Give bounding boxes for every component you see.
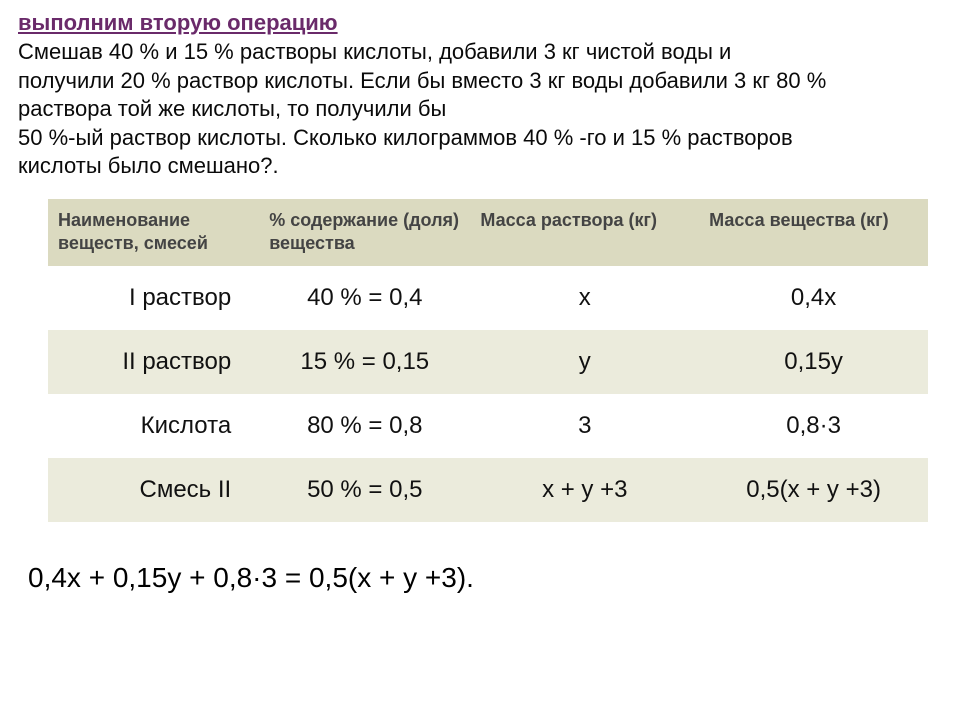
cell-percent: 50 % = 0,5 — [259, 458, 470, 522]
problem-text: Смешав 40 % и 15 % растворы кислоты, доб… — [18, 38, 942, 181]
problem-line: кислоты было смешано?. — [18, 153, 279, 178]
problem-line: раствора той же кислоты, то получили бы — [18, 96, 446, 121]
cell-name: II раствор — [48, 330, 259, 394]
cell-name: Кислота — [48, 394, 259, 458]
col-header-percent: % содержание (доля) вещества — [259, 199, 470, 266]
cell-percent: 15 % = 0,15 — [259, 330, 470, 394]
cell-mass-solution: 3 — [470, 394, 699, 458]
table-header-row: Наименование веществ, смесей % содержани… — [48, 199, 928, 266]
table-row: Кислота 80 % = 0,8 3 0,8·3 — [48, 394, 928, 458]
table-row: I раствор 40 % = 0,4 x 0,4x — [48, 266, 928, 330]
col-header-mass-solution: Масса раствора (кг) — [470, 199, 699, 266]
solution-table: Наименование веществ, смесей % содержани… — [48, 199, 928, 522]
col-header-name: Наименование веществ, смесей — [48, 199, 259, 266]
cell-percent: 40 % = 0,4 — [259, 266, 470, 330]
cell-mass-solution: y — [470, 330, 699, 394]
cell-mass-solution: x — [470, 266, 699, 330]
table-row: Смесь II 50 % = 0,5 x + y +3 0,5(x + y +… — [48, 458, 928, 522]
problem-line: 50 %-ый раствор кислоты. Сколько килогра… — [18, 125, 793, 150]
table-row: II раствор 15 % = 0,15 y 0,15y — [48, 330, 928, 394]
problem-line: Смешав 40 % и 15 % растворы кислоты, доб… — [18, 39, 731, 64]
section-title: выполним вторую операцию — [18, 10, 942, 36]
cell-mass-substance: 0,8·3 — [699, 394, 928, 458]
cell-mass-substance: 0,15y — [699, 330, 928, 394]
cell-mass-substance: 0,5(x + y +3) — [699, 458, 928, 522]
cell-name: Смесь II — [48, 458, 259, 522]
cell-mass-substance: 0,4x — [699, 266, 928, 330]
cell-name: I раствор — [48, 266, 259, 330]
cell-mass-solution: x + y +3 — [470, 458, 699, 522]
cell-percent: 80 % = 0,8 — [259, 394, 470, 458]
col-header-mass-substance: Масса вещества (кг) — [699, 199, 928, 266]
problem-line: получили 20 % раствор кислоты. Если бы в… — [18, 68, 826, 93]
result-equation: 0,4x + 0,15y + 0,8·3 = 0,5(x + y +3). — [28, 562, 942, 594]
